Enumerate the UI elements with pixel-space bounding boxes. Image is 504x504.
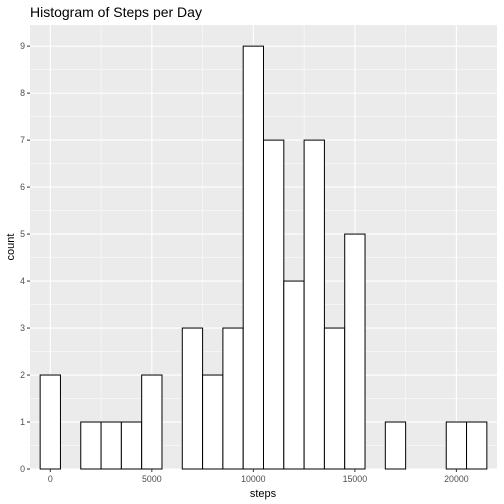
y-tick-label: 0 — [20, 464, 25, 474]
y-tick-label: 1 — [20, 417, 25, 427]
x-tick-label: 10000 — [241, 474, 266, 484]
y-tick-label: 7 — [20, 135, 25, 145]
chart-title: Histogram of Steps per Day — [30, 4, 202, 20]
histogram-bar — [466, 421, 488, 470]
histogram-bar — [222, 327, 244, 470]
x-tick-label: 20000 — [444, 474, 469, 484]
y-tick-label: 4 — [20, 276, 25, 286]
x-tick-label: 15000 — [343, 474, 368, 484]
y-tick-label: 5 — [20, 229, 25, 239]
y-axis-title: count — [5, 234, 17, 261]
x-axis-title: steps — [250, 488, 277, 500]
y-tick-label: 2 — [20, 370, 25, 380]
histogram-bar — [120, 421, 143, 470]
histogram-bar — [80, 421, 102, 470]
histogram-bar — [242, 45, 264, 470]
y-tick-label: 3 — [20, 323, 25, 333]
histogram-bar — [384, 421, 407, 470]
y-tick-label: 6 — [20, 182, 25, 192]
histogram-bar — [283, 280, 305, 470]
histogram-bars — [39, 45, 488, 470]
histogram-bar — [141, 374, 163, 470]
y-axis: 0 1 2 3 4 5 6 7 8 9 — [20, 41, 30, 474]
y-tick-label: 8 — [20, 88, 25, 98]
histogram-bar — [181, 327, 204, 470]
y-tick-label: 9 — [20, 41, 25, 51]
histogram-bar — [303, 139, 325, 470]
histogram-bar — [445, 421, 468, 470]
histogram-bar — [344, 233, 366, 470]
x-tick-label: 0 — [48, 474, 53, 484]
histogram-bar — [100, 421, 122, 470]
x-tick-label: 5000 — [142, 474, 162, 484]
histogram-bar — [263, 139, 285, 470]
histogram-bar — [202, 374, 224, 470]
histogram-bar — [39, 374, 61, 470]
histogram-bar — [323, 327, 346, 470]
x-axis: 0 5000 10000 15000 20000 — [48, 469, 469, 484]
